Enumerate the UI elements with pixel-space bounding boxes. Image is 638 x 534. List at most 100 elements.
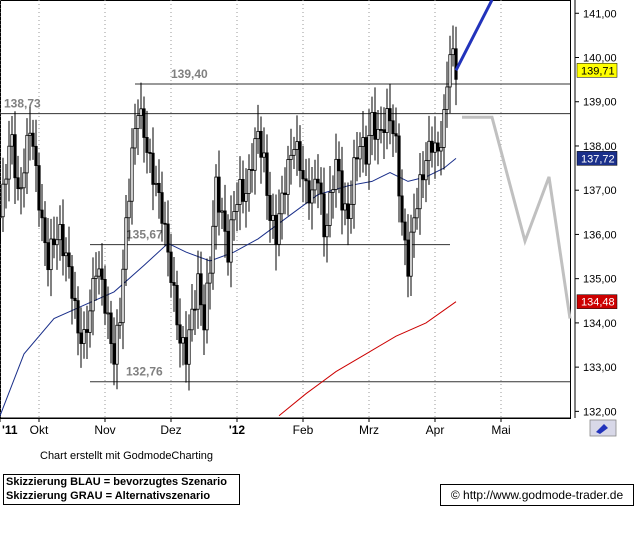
candle-body-23 (67, 252, 71, 268)
source-link[interactable]: © http://www.godmode-trader.de (440, 484, 634, 506)
candle-body-136 (406, 239, 410, 277)
candle-body-126 (376, 128, 380, 140)
candle-body-11 (31, 132, 35, 147)
level-label-1: 138,73 (4, 97, 41, 111)
ma-short-line (0, 158, 457, 416)
price-tick-label-5: 136,00 (583, 229, 617, 241)
candle-body-85 (253, 138, 257, 171)
candle-body-91 (271, 214, 275, 221)
candle-body-102 (304, 178, 308, 182)
candle-body-63 (187, 329, 191, 365)
candle-body-82 (244, 193, 248, 202)
price-badge-0 (576, 63, 618, 78)
candle-body-76 (226, 230, 230, 263)
candle-body-29 (85, 329, 89, 333)
moving-averages (0, 158, 457, 417)
candle-body-92 (274, 214, 278, 245)
candle-body-135 (403, 221, 407, 241)
candle-body-147 (439, 146, 443, 152)
scenario-preferred-line (454, 0, 494, 71)
candle-body-42 (124, 217, 128, 270)
candle-body-49 (145, 137, 149, 153)
candle-body-54 (160, 192, 164, 224)
candle-body-27 (79, 332, 83, 344)
candle-body-50 (148, 152, 152, 154)
candle-body-24 (70, 266, 74, 299)
time-tick-label-1: Okt (30, 423, 49, 437)
candle-body-138 (412, 217, 416, 233)
candle-body-67 (199, 273, 203, 306)
candle-body-117 (349, 203, 353, 219)
candle-body-150 (448, 54, 452, 88)
candle-body-47 (139, 108, 143, 116)
candle-body-148 (442, 109, 446, 148)
candle-body-73 (217, 176, 221, 213)
candle-body-97 (289, 154, 293, 160)
candle-body-46 (136, 115, 140, 129)
candle-body-36 (106, 312, 110, 315)
candle-body-122 (364, 137, 368, 165)
candle-body-141 (421, 174, 425, 181)
ma-long-line (278, 301, 457, 417)
price-tick-label-2: 139,00 (583, 97, 617, 109)
candle-body-105 (313, 178, 317, 191)
candle-body-0 (0, 216, 2, 219)
candle-body-10 (28, 132, 32, 136)
candle-body-66 (196, 273, 200, 310)
candle-body-5 (13, 134, 17, 179)
candle-body-94 (280, 192, 284, 215)
candle-body-111 (331, 189, 335, 193)
candle-body-15 (43, 217, 47, 244)
candle-body-86 (256, 130, 260, 140)
candle-body-124 (370, 112, 374, 136)
candle-body-30 (88, 310, 92, 333)
legend-blue: Skizzierung BLAU = bevorzugtes Szenario (6, 476, 227, 488)
candle-body-146 (436, 142, 440, 152)
candle-body-131 (391, 120, 395, 135)
candle-body-64 (190, 308, 194, 331)
candle-body-109 (325, 225, 329, 238)
candle-body-133 (397, 135, 401, 197)
candle-body-119 (355, 157, 359, 160)
candle-body-88 (262, 152, 266, 158)
level-label-0: 139,40 (171, 67, 208, 81)
candle-body-37 (109, 312, 113, 345)
candle-body-26 (76, 300, 80, 334)
candle-body-83 (247, 169, 251, 194)
candle-body-44 (130, 147, 134, 202)
candle-body-51 (151, 152, 155, 185)
candle-body-34 (100, 268, 104, 280)
candle-body-81 (241, 179, 245, 202)
candle-body-103 (307, 180, 311, 204)
candle-body-21 (61, 224, 65, 257)
candle-body-142 (424, 160, 428, 181)
price-tick-label-3: 138,00 (583, 141, 617, 153)
candle-body-9 (25, 134, 29, 174)
candle-body-123 (367, 134, 371, 165)
candle-body-43 (127, 200, 131, 219)
candle-body-13 (37, 165, 41, 211)
candle-body-125 (373, 112, 377, 140)
candle-body-31 (91, 278, 95, 312)
time-tick-label-2: Nov (94, 423, 115, 437)
candle-body-33 (97, 268, 101, 277)
candle-body-19 (55, 239, 59, 246)
candle-body-25 (73, 297, 77, 302)
time-tick-label-5: Feb (293, 423, 314, 437)
time-tick-label-0: '11 (2, 423, 18, 437)
pen-icon (596, 424, 608, 434)
candle-body-104 (310, 189, 314, 204)
candle-body-6 (16, 177, 20, 190)
candle-body-101 (301, 170, 305, 180)
candle-body-75 (223, 210, 227, 232)
draw-tool[interactable] (589, 419, 617, 437)
price-tick-label-6: 135,00 (583, 274, 617, 286)
candle-body-72 (214, 176, 218, 227)
candle-body-41 (121, 268, 125, 324)
time-tick-label-7: Apr (426, 423, 445, 437)
candle-body-128 (382, 129, 386, 133)
candle-body-139 (415, 208, 419, 219)
candle-body-120 (358, 146, 362, 160)
candle-body-144 (430, 140, 434, 153)
